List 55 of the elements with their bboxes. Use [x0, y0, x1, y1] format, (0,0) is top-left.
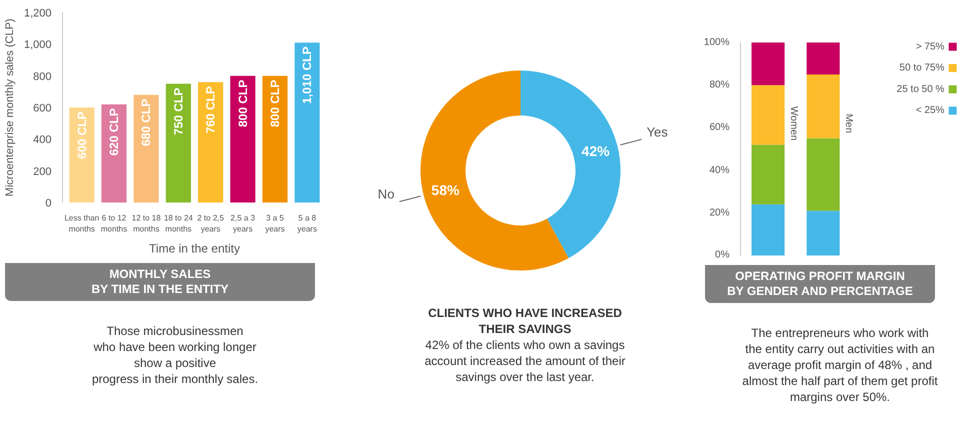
legend-label: 25 to 50 % — [896, 84, 945, 95]
y-tick-label: 800 — [33, 70, 52, 83]
bar — [101, 104, 127, 202]
data-label: 750 CLP — [171, 88, 186, 136]
y-tick-label: 1,200 — [24, 8, 52, 20]
x-tick-label: 18 to 24 months — [164, 214, 194, 234]
x-tick-label: 6 to 12 months — [100, 214, 128, 234]
y-tick-label: 40% — [709, 164, 730, 176]
y-tick-label: 1,000 — [24, 39, 52, 52]
data-label: 800 CLP — [268, 80, 282, 128]
data-label: 800 CLP — [236, 80, 250, 128]
text: OPERATING PROFIT MARGIN BY GENDER AND PERCENTAGE — [727, 269, 913, 299]
legend-label: < 25% — [916, 105, 945, 116]
data-label: 42% — [582, 143, 610, 160]
x-tick-label: Less than months — [64, 214, 100, 234]
legend-label: > 75% — [916, 41, 945, 52]
y-tick-label: 400 — [33, 134, 52, 146]
y-tick-label: 200 — [33, 166, 52, 178]
x-tick-label: Men — [843, 114, 854, 134]
text: The entrepreneurs who work with the entity carry out activities with an average profit margin of 48% , and almost the half part of them get profit margins over 50%. — [742, 325, 938, 405]
x-axis-title: Time in the entity — [149, 241, 240, 256]
legend-label: 50 to 75% — [899, 62, 945, 74]
y-axis-title: Microenterprise monthly sales (CLP) — [4, 18, 16, 196]
data-label: 760 CLP — [204, 86, 218, 134]
x-tick-label: 12 to 18 months — [132, 214, 162, 234]
text: Those microbusinessmen who have been working longer show a positive progress in their monthly sales. — [92, 323, 258, 387]
data-label: 58% — [431, 182, 460, 198]
bar — [134, 94, 159, 202]
text: 42% of the clients who own a savings account increased the amount of their savings over the last year. — [424, 337, 626, 385]
y-tick-label: 60% — [709, 122, 730, 134]
bar — [166, 84, 191, 202]
x-tick-label: Women — [788, 106, 799, 141]
y-tick-label: 600 — [33, 102, 52, 114]
bar — [198, 82, 224, 202]
text: CLIENTS WHO HAVE INCREASED THEIR SAVINGS — [427, 305, 623, 337]
data-label: 600 CLP — [74, 111, 89, 159]
bar — [294, 42, 320, 202]
y-tick-label: 100% — [704, 37, 730, 48]
slice-label: No — [378, 186, 394, 202]
x-tick-label: 2,5 a 3 years — [230, 214, 256, 234]
data-label: 680 CLP — [139, 98, 154, 146]
bar — [262, 76, 288, 202]
data-label: 620 CLP — [107, 108, 122, 156]
text: MONTHLY SALES BY TIME IN THE ENTITY — [91, 267, 229, 297]
slice-label: Yes — [646, 124, 668, 140]
x-tick-label: 2 to 2,5 years — [197, 214, 224, 234]
bar — [230, 76, 256, 202]
x-tick-label: 5 a 8 years — [297, 214, 317, 234]
y-tick-label: 20% — [709, 207, 730, 218]
y-tick-label: 0% — [715, 250, 730, 260]
x-tick-label: 3 a 5 years — [265, 214, 285, 234]
bar — [69, 108, 94, 202]
y-tick-label: 80% — [709, 80, 730, 91]
data-label: 1,010 CLP — [300, 46, 314, 104]
y-tick-label: 0 — [45, 198, 52, 210]
